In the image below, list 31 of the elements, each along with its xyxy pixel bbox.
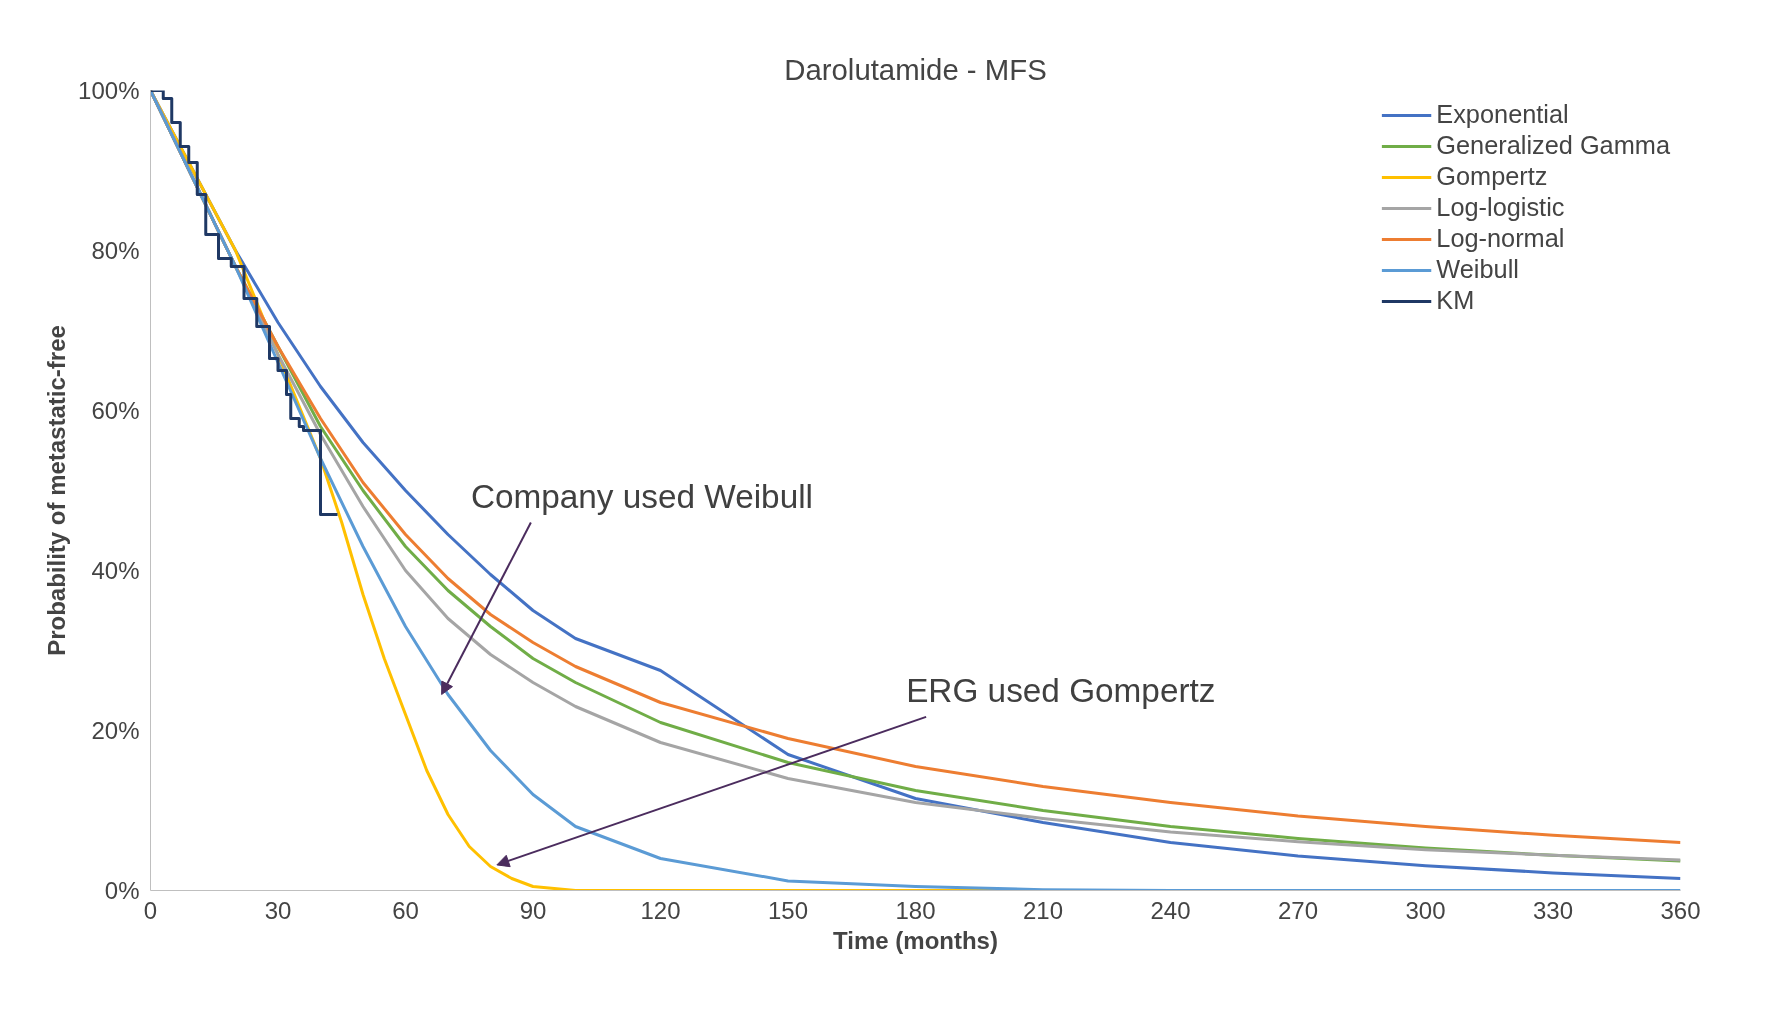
legend-label: Weibull [1436, 255, 1519, 284]
legend-label: KM [1436, 286, 1475, 315]
x-tick-label: 180 [895, 896, 936, 924]
legend-label: Log-normal [1436, 224, 1565, 253]
x-axis-title: Time (months) [833, 926, 998, 954]
legend-label: Exponential [1436, 100, 1569, 129]
x-tick-label: 240 [1150, 896, 1191, 924]
y-tick-label: 40% [91, 557, 140, 584]
y-tick-label: 80% [91, 237, 140, 264]
annotation: Company used Weibull [470, 477, 813, 515]
legend-label: Generalized Gamma [1436, 131, 1670, 160]
x-tick-label: 90 [519, 896, 547, 924]
x-tick-label: 330 [1532, 896, 1574, 924]
y-tick-label: 0% [104, 877, 140, 904]
chart-title: Darolutamide - MFS [784, 52, 1047, 86]
y-tick-label: 20% [91, 717, 140, 744]
legend-label: Gompertz [1436, 162, 1548, 191]
x-tick-label: 300 [1405, 896, 1446, 924]
x-tick-label: 210 [1022, 896, 1064, 924]
annotation: ERG used Gompertz [906, 671, 1216, 709]
y-axis-title: Probability of metastatic-free [43, 325, 71, 656]
x-tick-label: 30 [264, 896, 292, 924]
x-tick-label: 270 [1277, 896, 1319, 924]
x-tick-label: 120 [640, 896, 681, 924]
legend-label: Log-logistic [1436, 193, 1565, 222]
y-tick-label: 60% [91, 397, 140, 424]
x-tick-label: 360 [1660, 896, 1701, 924]
y-tick-label: 100% [78, 77, 140, 104]
x-tick-label: 0 [143, 896, 158, 924]
x-tick-label: 150 [767, 896, 809, 924]
x-tick-label: 60 [392, 896, 419, 924]
